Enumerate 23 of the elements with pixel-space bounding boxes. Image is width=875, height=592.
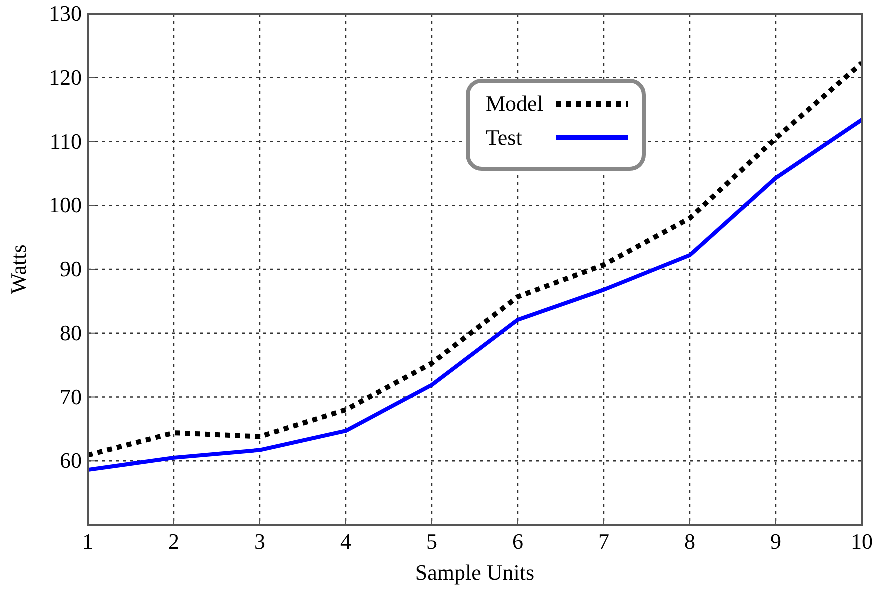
y-tick-label: 100 bbox=[49, 192, 82, 218]
x-tick-label: 2 bbox=[168, 529, 180, 554]
x-tick-label: 10 bbox=[851, 529, 873, 554]
line-series bbox=[86, 118, 864, 472]
x-tick-label: 4 bbox=[340, 529, 352, 554]
x-tick-label: 3 bbox=[254, 529, 266, 554]
y-axis-title: Watts bbox=[6, 244, 31, 294]
legend-label: Model bbox=[486, 91, 544, 116]
y-tick-label: 60 bbox=[60, 448, 82, 474]
x-tick-label: 5 bbox=[426, 529, 438, 554]
x-axis-title: Sample Units bbox=[415, 560, 535, 585]
x-tick-label: 7 bbox=[598, 529, 610, 554]
x-tick-label: 6 bbox=[512, 529, 524, 554]
x-tick-label: 8 bbox=[684, 529, 696, 554]
y-tick-label: 70 bbox=[60, 384, 82, 410]
x-tick-label: 9 bbox=[770, 529, 782, 554]
y-tick-label: 90 bbox=[60, 256, 82, 282]
y-tick-label: 110 bbox=[50, 128, 82, 154]
y-tick-label: 80 bbox=[60, 320, 82, 346]
legend-label: Test bbox=[486, 125, 522, 150]
y-tick-label: 130 bbox=[49, 1, 82, 26]
x-tick-label: 1 bbox=[82, 529, 94, 554]
y-tick-label: 120 bbox=[49, 64, 82, 90]
